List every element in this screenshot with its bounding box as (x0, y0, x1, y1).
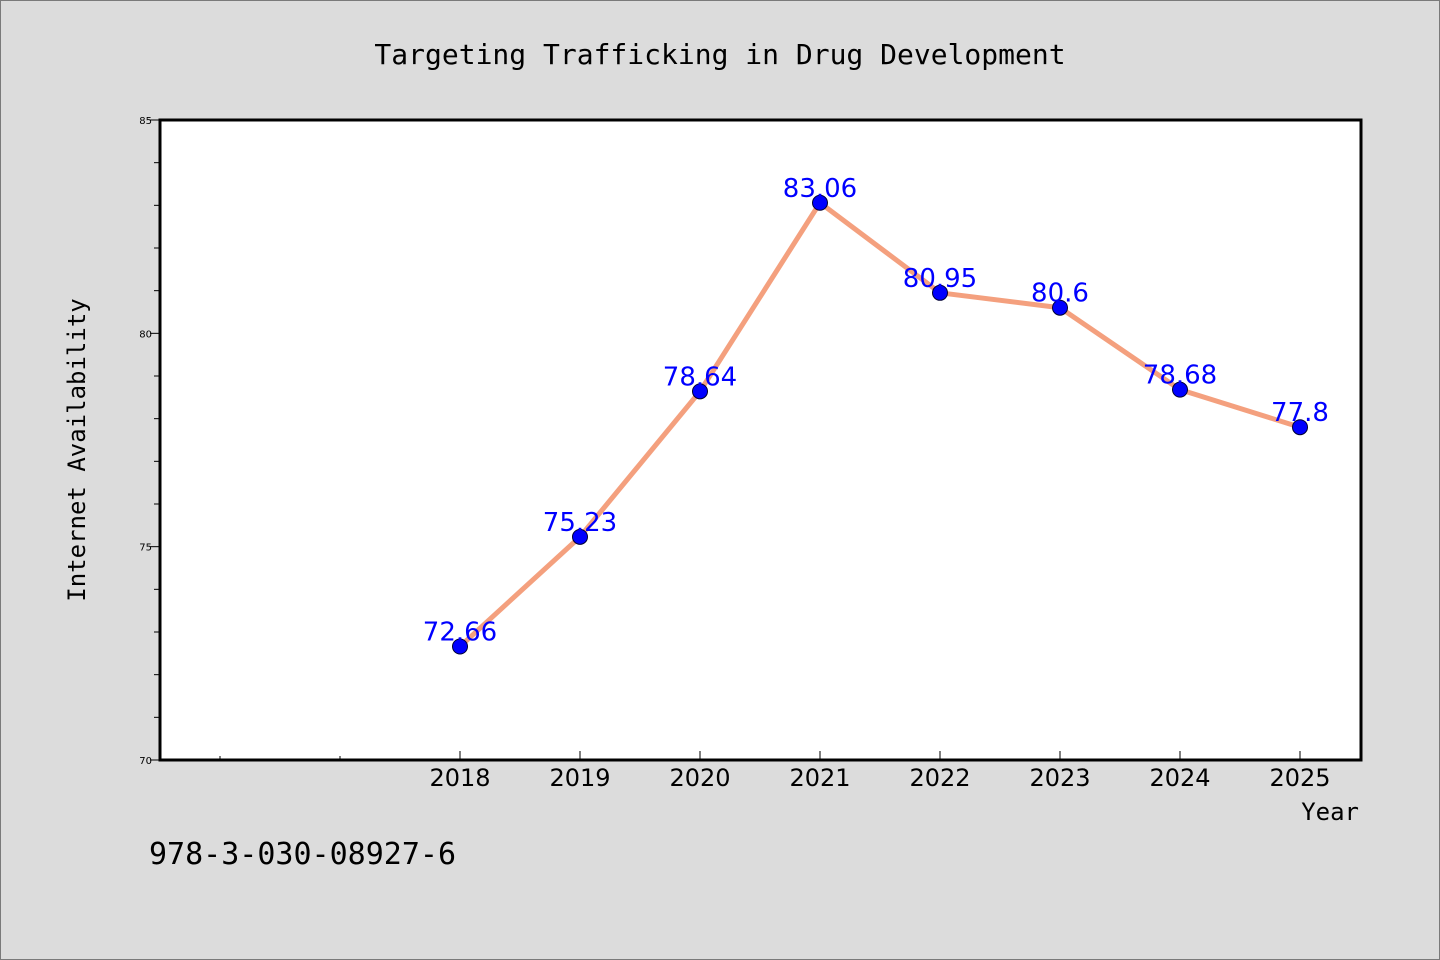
data-point (1292, 419, 1308, 436)
data-label: 80.95 (903, 264, 977, 294)
data-labels: 72.66 75.23 78.64 83.06 80.95 80.6 78.68 77.8 (423, 174, 1329, 648)
y-axis-ticks: 70 75 80 85 (139, 116, 160, 767)
x-tick-label: 2022 (909, 764, 970, 792)
data-label: 75.23 (543, 508, 617, 538)
y-tick-label: 75 (139, 543, 152, 554)
data-markers (452, 194, 1308, 655)
data-point (692, 383, 708, 400)
isbn-text: 978-3-030-08927-6 (149, 837, 456, 872)
data-label: 78.64 (663, 362, 737, 392)
x-tick-label: 2020 (669, 764, 730, 792)
data-point (452, 638, 468, 655)
data-point (572, 528, 588, 545)
y-axis-label: Internet Availability (63, 298, 91, 601)
x-tick-label: 2018 (429, 764, 490, 792)
x-tick-label: 2025 (1269, 764, 1330, 792)
data-point (1052, 299, 1068, 316)
plot-area (158, 118, 1363, 762)
data-label: 80.6 (1031, 279, 1089, 309)
data-label: 72.66 (423, 618, 497, 648)
data-point (812, 194, 828, 211)
x-tick-label: 2024 (1149, 764, 1210, 792)
x-tick-label: 2023 (1029, 764, 1090, 792)
data-point (932, 284, 948, 301)
y-tick-label: 85 (139, 116, 152, 127)
y-tick-label: 70 (139, 756, 152, 767)
x-axis-ticks: 2018 2019 2020 2021 2022 2023 2024 2025 (219, 751, 1331, 792)
data-point (1172, 381, 1188, 398)
x-axis-label: Year (1301, 798, 1359, 826)
series-line (458, 200, 1301, 649)
y-tick-label: 80 (139, 329, 152, 340)
chart-title: Targeting Trafficking in Drug Developmen… (374, 38, 1065, 71)
x-tick-label: 2019 (549, 764, 610, 792)
data-label: 77.8 (1271, 398, 1329, 428)
data-label: 78.68 (1143, 361, 1217, 391)
x-tick-label: 2021 (789, 764, 850, 792)
data-label: 83.06 (783, 174, 857, 204)
